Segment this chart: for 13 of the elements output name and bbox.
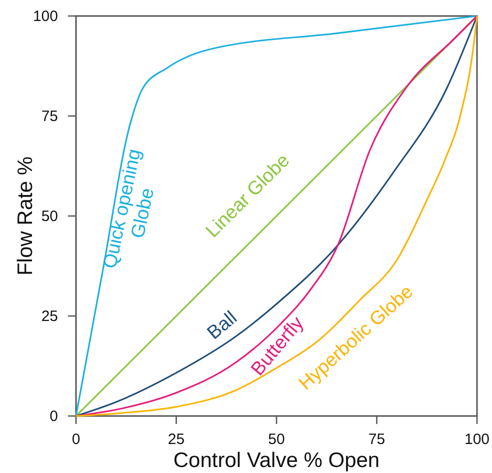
x-axis-title: Control Valve % Open [173,449,380,472]
x-tick-label: 100 [464,431,490,448]
x-tick-label: 75 [368,431,386,448]
y-tick-label: 50 [41,208,58,225]
y-tick-label: 100 [32,8,58,25]
x-tick-label: 0 [72,431,80,448]
text: Ball [204,308,242,344]
x-tick-label: 50 [268,431,285,448]
y-tick-label: 0 [50,408,58,425]
x-tick-label: 25 [168,431,185,448]
y-tick-label: 75 [41,108,58,125]
y-tick-label: 25 [41,308,58,325]
y-axis-title: Flow Rate % [14,156,37,276]
